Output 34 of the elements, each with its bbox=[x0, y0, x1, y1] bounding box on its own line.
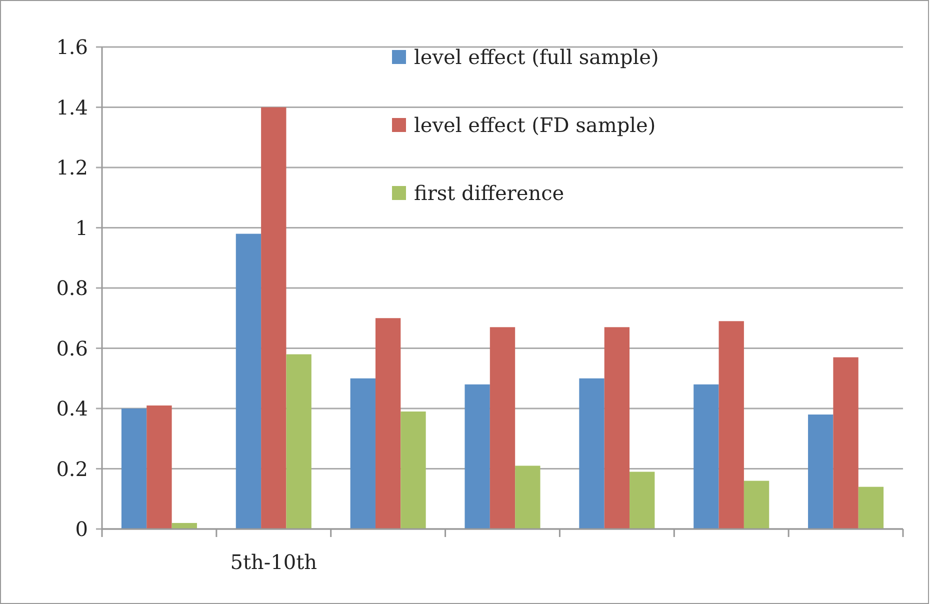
bar bbox=[694, 384, 719, 529]
y-tick-label: 1.2 bbox=[56, 156, 88, 180]
y-tick-label: 1.4 bbox=[56, 95, 88, 120]
bar bbox=[490, 327, 516, 529]
bar bbox=[744, 480, 770, 529]
y-tick-label: 0 bbox=[75, 517, 88, 541]
bar bbox=[236, 234, 262, 529]
legend-label: level effect (FD sample) bbox=[414, 113, 656, 137]
bar bbox=[375, 318, 401, 529]
legend-label: level effect (full sample) bbox=[414, 45, 659, 69]
x-tick-label: 5th-10th bbox=[230, 550, 318, 574]
bar bbox=[146, 405, 172, 529]
bar bbox=[261, 107, 286, 529]
bar bbox=[121, 408, 147, 529]
bar bbox=[858, 486, 884, 529]
bar bbox=[604, 327, 630, 529]
bar bbox=[808, 414, 834, 529]
bar bbox=[833, 357, 858, 529]
bar bbox=[579, 378, 604, 529]
legend-label: first difference bbox=[414, 181, 564, 205]
bar bbox=[400, 412, 426, 529]
y-tick-label: 0.2 bbox=[56, 456, 88, 481]
y-tick-label: 0.4 bbox=[56, 396, 88, 420]
y-tick-label: 0.6 bbox=[56, 336, 88, 360]
bar bbox=[172, 522, 197, 529]
y-tick-label: 0.8 bbox=[56, 276, 88, 300]
y-tick-label: 1 bbox=[75, 216, 88, 240]
bar bbox=[464, 384, 490, 529]
y-tick-label: 1.6 bbox=[56, 35, 88, 59]
bar bbox=[630, 472, 655, 529]
bar bbox=[350, 378, 376, 529]
bar bbox=[515, 466, 540, 529]
bar bbox=[286, 354, 312, 529]
bar bbox=[718, 321, 744, 529]
